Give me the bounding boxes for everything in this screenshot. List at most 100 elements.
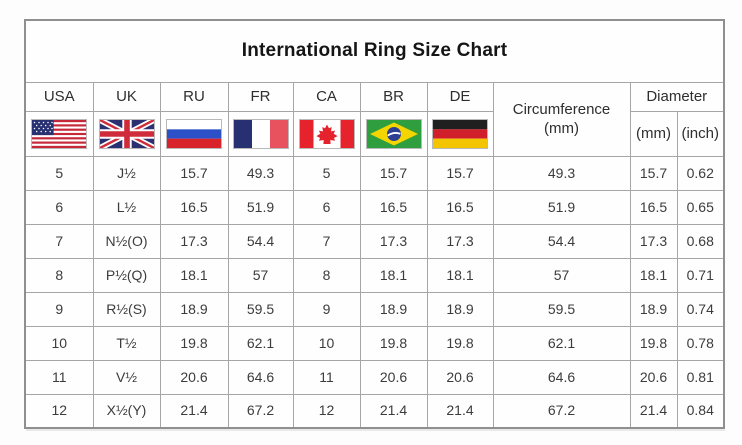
size-cell: 10 [24,325,94,361]
table-row: 5 J½ 15.7 49.3 5 15.7 15.7 49.3 15.7 0.62 [24,155,725,191]
size-cell: 12 [292,393,361,429]
size-cell: 54.4 [227,223,294,259]
size-cell: 17.3 [629,223,678,259]
column-header-uk: UK [92,82,161,113]
uk-flag-cell [92,111,161,157]
column-header-ru: RU [159,82,229,113]
size-cell: 0.65 [676,189,725,225]
size-cell: 5 [24,155,94,191]
size-cell: 20.6 [426,359,494,395]
germany-flag-icon [433,119,487,148]
size-cell: V½ [92,359,161,395]
russia-flag-icon [167,119,221,148]
page-title: International Ring Size Chart [24,19,725,84]
size-cell: 0.71 [676,257,725,293]
size-cell: 6 [24,189,94,225]
size-cell: 19.8 [629,325,678,361]
table-row: 12 X½(Y) 21.4 67.2 12 21.4 21.4 67.2 21.4 0.84 [24,393,725,429]
russia-flag-cell [159,111,229,157]
size-cell: 15.7 [159,155,229,191]
circumference-label: Circumference [512,100,611,118]
size-cell: 67.2 [492,393,631,429]
table-row: 6 L½ 16.5 51.9 6 16.5 16.5 51.9 16.5 0.65 [24,189,725,225]
size-table: International Ring Size Chart USA UK RU … [24,19,725,429]
size-cell: R½(S) [92,291,161,327]
column-header-br: BR [359,82,428,113]
size-cell: 64.6 [492,359,631,395]
size-cell: 6 [292,189,361,225]
size-cell: 62.1 [492,325,631,361]
brazil-flag-cell [359,111,428,157]
size-cell: 20.6 [359,359,428,395]
size-cell: 64.6 [227,359,294,395]
size-cell: L½ [92,189,161,225]
size-cell: 0.78 [676,325,725,361]
size-cell: 16.5 [426,189,494,225]
ring-size-chart: International Ring Size Chart USA UK RU … [24,19,725,429]
size-cell: 67.2 [227,393,294,429]
size-cell: 62.1 [227,325,294,361]
column-header-de: DE [426,82,494,113]
size-cell: 11 [292,359,361,395]
size-cell: 51.9 [492,189,631,225]
size-cell: 16.5 [159,189,229,225]
size-cell: 17.3 [159,223,229,259]
size-cell: 15.7 [359,155,428,191]
table-row: 11 V½ 20.6 64.6 11 20.6 20.6 64.6 20.6 0.81 [24,359,725,395]
size-cell: 19.8 [426,325,494,361]
column-header-ca: CA [292,82,361,113]
table-row: 9 R½(S) 18.9 59.5 9 18.9 18.9 59.5 18.9 0.74 [24,291,725,327]
size-cell: 7 [24,223,94,259]
size-cell: P½(Q) [92,257,161,293]
germany-flag-cell [426,111,494,157]
size-cell: 54.4 [492,223,631,259]
size-cell: 51.9 [227,189,294,225]
size-cell: 18.1 [629,257,678,293]
column-header-usa: USA [24,82,94,113]
size-cell: 12 [24,393,94,429]
size-cell: 59.5 [492,291,631,327]
column-header-fr: FR [227,82,294,113]
size-cell: 21.4 [629,393,678,429]
size-cell: 0.84 [676,393,725,429]
flag-row: (mm) (inch) [24,111,725,157]
size-cell: 8 [292,257,361,293]
size-cell: 19.8 [159,325,229,361]
size-cell: 0.68 [676,223,725,259]
france-flag-icon [233,119,288,148]
diameter-unit-mm: (mm) [629,111,678,157]
size-cell: J½ [92,155,161,191]
brazil-flag-icon [366,119,421,148]
table-row: 8 P½(Q) 18.1 57 8 18.1 18.1 57 18.1 0.71 [24,257,725,293]
circumference-unit: (mm) [544,120,579,138]
size-cell: 18.1 [426,257,494,293]
size-cell: 59.5 [227,291,294,327]
size-cell: 17.3 [359,223,428,259]
size-cell: 11 [24,359,94,395]
uk-flag-icon [99,119,154,148]
size-cell: X½(Y) [92,393,161,429]
size-cell: 9 [24,291,94,327]
diameter-unit-inch: (inch) [676,111,725,157]
size-cell: 49.3 [492,155,631,191]
size-cell: 9 [292,291,361,327]
size-cell: 18.9 [359,291,428,327]
usa-flag-cell [24,111,94,157]
header-label-row: USA UK RU FR CA BR DE Circumference (mm)… [24,82,725,157]
size-cell: 57 [492,257,631,293]
size-cell: 19.8 [359,325,428,361]
size-cell: 15.7 [426,155,494,191]
size-cell: 57 [227,257,294,293]
size-cell: 20.6 [159,359,229,395]
size-cell: 18.9 [159,291,229,327]
size-cell: 18.1 [359,257,428,293]
france-flag-cell [227,111,294,157]
table-row: 7 N½(O) 17.3 54.4 7 17.3 17.3 54.4 17.3 0.68 [24,223,725,259]
size-cell: 18.9 [629,291,678,327]
canada-flag-icon [299,119,354,148]
size-cell: 16.5 [629,189,678,225]
size-cell: 10 [292,325,361,361]
size-cell: T½ [92,325,161,361]
size-cell: 18.1 [159,257,229,293]
size-cell: 16.5 [359,189,428,225]
